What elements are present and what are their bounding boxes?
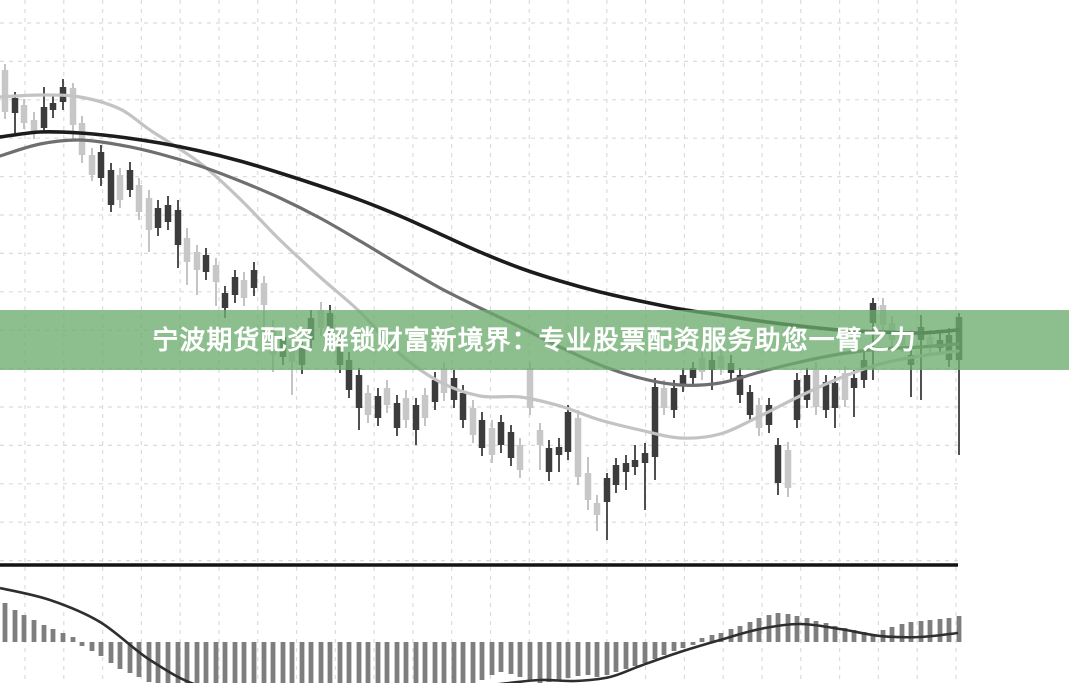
- promo-banner-text: 宁波期货配资 解锁财富新境界：专业股票配资服务助您一臂之力: [152, 325, 917, 355]
- ma-fast-light-gray: [0, 93, 960, 440]
- macd-histogram: [2, 603, 962, 683]
- ma-slow-black: [0, 129, 960, 335]
- macd-signal-line: [0, 586, 959, 683]
- candles: [1, 64, 963, 540]
- promo-banner: 宁波期货配资 解锁财富新境界：专业股票配资服务助您一臂之力: [0, 310, 1069, 370]
